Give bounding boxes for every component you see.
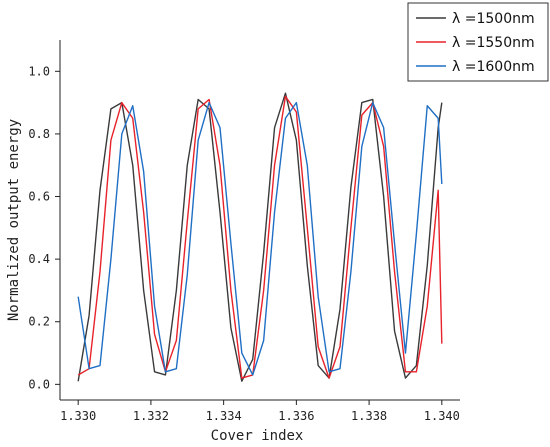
y-tick-label: 0.8: [28, 127, 50, 141]
y-tick-label: 0.2: [28, 315, 50, 329]
x-tick-label: 1.338: [351, 409, 387, 423]
legend: λ =1500nm λ =1550nm λ =1600nm: [407, 2, 549, 82]
legend-entries: λ =1500nm λ =1550nm λ =1600nm: [416, 11, 535, 75]
series-lines: [77, 92, 443, 382]
series-line-3: [77, 101, 443, 376]
y-tick-label: 1.0: [28, 64, 50, 78]
y-tick-label: 0.4: [28, 252, 50, 266]
x-tick-label: 1.332: [133, 409, 169, 423]
x-tick-label: 1.334: [206, 409, 242, 423]
y-tick-label: 0.6: [28, 190, 50, 204]
series-line-1: [77, 92, 443, 382]
legend-label: λ =1550nm: [452, 35, 535, 51]
x-tick-label: 1.330: [60, 409, 96, 423]
y-ticks: 0.0 0.2 0.4 0.6 0.8 1.0: [28, 64, 60, 391]
x-tick-label: 1.340: [424, 409, 460, 423]
legend-label: λ =1500nm: [452, 11, 535, 27]
plot-area: 1.330 1.332 1.334 1.336 1.338 1.340 0.0 0.2 0.4…: [28, 40, 460, 423]
x-axis-title: Cover index: [211, 428, 304, 444]
legend-label: λ =1600nm: [452, 59, 535, 75]
y-tick-label: 0.0: [28, 377, 50, 391]
x-tick-label: 1.336: [278, 409, 314, 423]
series-line-2: [77, 95, 443, 379]
y-axis-title: Normalized output energy: [6, 119, 22, 321]
x-ticks: 1.330 1.332 1.334 1.336 1.338 1.340: [60, 400, 460, 423]
